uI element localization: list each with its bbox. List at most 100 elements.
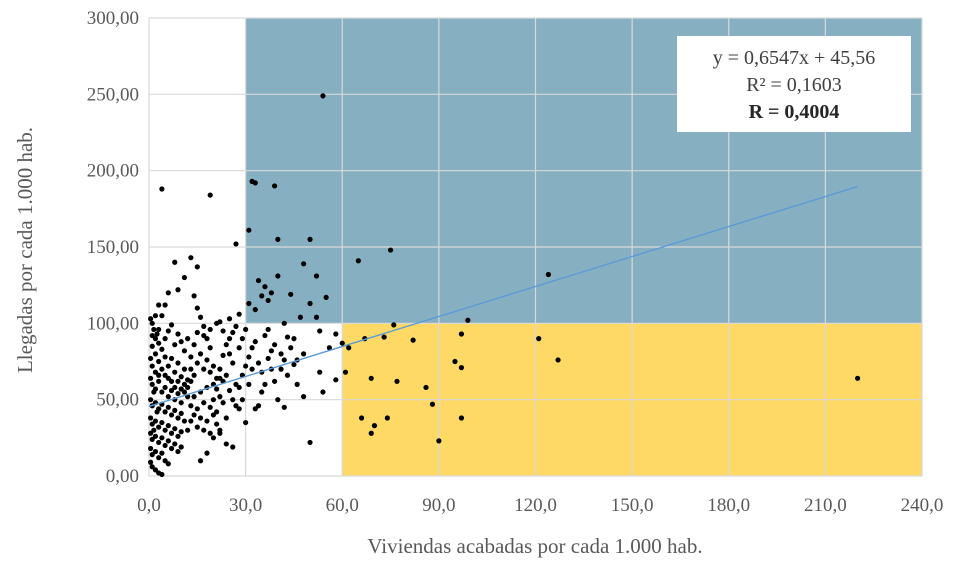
data-point — [162, 302, 168, 308]
data-point — [149, 452, 155, 458]
data-point — [555, 357, 561, 363]
trendline-layer — [148, 185, 858, 408]
data-point — [465, 317, 471, 323]
data-point — [165, 363, 171, 369]
data-point — [333, 377, 339, 383]
data-point — [168, 412, 175, 418]
data-point — [272, 378, 278, 384]
data-point — [210, 412, 217, 418]
data-point — [326, 345, 332, 351]
data-point — [149, 381, 155, 387]
y-tick-labels: 0,00 50,00 100,00 150,00 200,00 250,00 300,00 — [87, 8, 139, 487]
data-point — [168, 387, 175, 394]
x-axis-title: Viviendas acabadas por cada 1.000 hab. — [367, 534, 702, 558]
data-point — [230, 360, 236, 366]
data-point — [214, 409, 220, 415]
x-tick-label: 240,0 — [901, 495, 944, 516]
data-point — [355, 258, 361, 264]
data-point — [207, 404, 213, 410]
data-point — [204, 418, 210, 424]
data-point — [220, 352, 226, 358]
data-point — [185, 384, 191, 391]
data-point — [148, 397, 154, 403]
data-point — [165, 423, 171, 429]
data-point — [294, 381, 300, 387]
data-point — [148, 316, 154, 322]
data-point — [233, 381, 239, 387]
data-point — [236, 406, 242, 412]
data-point — [301, 261, 307, 267]
data-point — [175, 433, 181, 439]
data-point — [159, 313, 165, 319]
data-point — [178, 400, 184, 406]
data-point — [149, 421, 155, 427]
data-point — [178, 429, 184, 435]
data-point — [194, 264, 200, 270]
data-point — [159, 450, 165, 456]
data-point — [246, 381, 252, 387]
data-point — [214, 421, 220, 427]
x-tick-label: 180,0 — [707, 495, 750, 516]
data-point — [156, 358, 162, 365]
y-tick-label: 0,00 — [106, 466, 139, 487]
data-point — [429, 401, 436, 407]
data-point — [288, 345, 294, 351]
data-point — [317, 328, 323, 334]
data-point — [278, 351, 284, 357]
x-tick-label: 30,0 — [229, 495, 262, 516]
data-point — [152, 433, 159, 439]
data-point — [172, 259, 178, 265]
regression-annotation: y = 0,6547x + 45,56 R² = 0,1603 R = 0,40… — [677, 36, 911, 132]
data-point — [284, 334, 291, 340]
data-point — [152, 369, 159, 375]
data-point — [230, 444, 236, 450]
data-point — [191, 293, 197, 299]
data-point — [259, 293, 265, 299]
data-point — [342, 369, 349, 375]
data-point — [152, 448, 159, 455]
data-point — [233, 241, 239, 247]
r-value-text: R = 0,4004 — [749, 101, 840, 123]
data-point — [149, 464, 155, 470]
x-tick-label: 90,0 — [422, 495, 455, 516]
data-point — [252, 339, 258, 345]
data-point — [423, 384, 429, 391]
data-point — [223, 415, 229, 421]
data-point — [217, 366, 223, 372]
data-point — [233, 403, 239, 409]
data-point — [307, 300, 313, 307]
data-point — [194, 305, 200, 311]
data-point — [162, 372, 168, 378]
data-point — [214, 320, 220, 326]
data-point — [220, 328, 226, 334]
data-point — [178, 339, 184, 345]
data-point — [226, 387, 233, 394]
y-tick-label: 100,00 — [87, 313, 139, 334]
data-point — [191, 412, 197, 418]
data-point — [436, 438, 442, 444]
y-tick-label: 200,00 — [87, 161, 139, 182]
data-point — [323, 294, 329, 300]
data-point — [275, 273, 281, 279]
data-point — [156, 326, 162, 333]
data-point — [172, 369, 178, 375]
y-tick-label: 150,00 — [87, 237, 139, 258]
data-point — [148, 445, 154, 452]
data-point — [194, 360, 200, 366]
data-point — [307, 236, 313, 242]
data-point — [165, 394, 171, 400]
data-point — [262, 332, 268, 339]
data-point — [458, 331, 465, 337]
data-point — [156, 439, 162, 446]
data-point — [148, 459, 154, 465]
data-point — [281, 404, 287, 410]
data-point — [265, 355, 271, 362]
data-point — [181, 418, 188, 424]
data-point — [368, 375, 374, 381]
data-point — [162, 442, 168, 449]
data-point — [168, 430, 175, 436]
y-axis-title: Llegadas por cada 1.000 hab. — [13, 127, 37, 373]
trendline — [148, 185, 858, 408]
data-point — [275, 397, 281, 403]
data-point — [175, 378, 181, 384]
